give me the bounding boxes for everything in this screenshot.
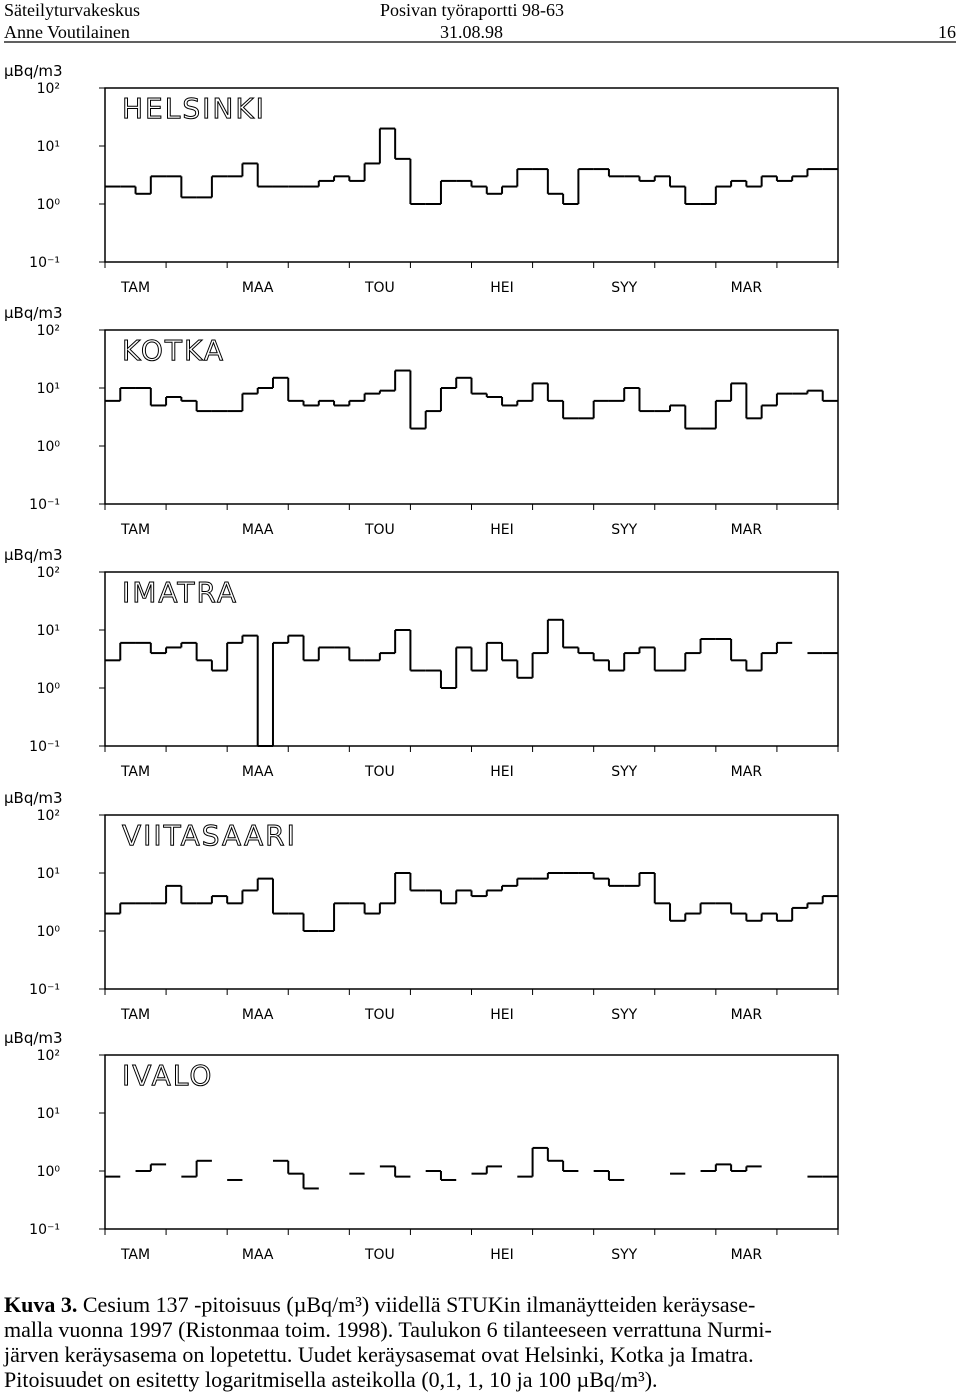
y-axis-label: µBq/m3 xyxy=(4,1029,63,1047)
chart-title: IVALO xyxy=(122,1059,213,1092)
x-tick-label: TAM xyxy=(120,280,150,296)
chart-title: HELSINKI xyxy=(122,92,266,125)
y-tick-label: 10⁰ xyxy=(37,1164,61,1180)
x-tick-label: HEI xyxy=(490,522,514,538)
y-tick-label: 10¹ xyxy=(37,381,60,397)
x-tick-label: TOU xyxy=(364,764,395,780)
chart-title: IMATRA xyxy=(122,576,238,609)
x-tick-label: MAR xyxy=(731,1247,763,1263)
x-tick-label: SYY xyxy=(611,764,637,780)
y-tick-label: 10⁰ xyxy=(37,924,61,940)
header-date: 31.08.98 xyxy=(440,22,503,42)
y-tick-label: 10⁻¹ xyxy=(29,1222,60,1238)
x-tick-label: MAA xyxy=(242,522,274,538)
chart-title: VIITASAARI xyxy=(122,819,297,852)
caption-label: Kuva 3. xyxy=(4,1292,77,1317)
x-tick-label: TOU xyxy=(364,1007,395,1023)
x-tick-label: TOU xyxy=(364,280,395,296)
x-tick-label: MAR xyxy=(731,280,763,296)
x-tick-label: MAA xyxy=(242,1007,274,1023)
caption-line: Kuva 3. Cesium 137 -pitoisuus (µBq/m³) v… xyxy=(4,1292,755,1317)
x-tick-label: MAA xyxy=(242,280,274,296)
x-tick-label: MAR xyxy=(731,522,763,538)
x-tick-label: MAA xyxy=(242,764,274,780)
y-tick-label: 10⁰ xyxy=(37,439,61,455)
y-tick-label: 10² xyxy=(37,323,60,339)
caption-line: Pitoisuudet on esitetty logaritmisella a… xyxy=(4,1367,658,1392)
x-tick-label: MAA xyxy=(242,1247,274,1263)
x-tick-label: HEI xyxy=(490,764,514,780)
y-tick-label: 10⁻¹ xyxy=(29,982,60,998)
x-tick-label: HEI xyxy=(490,280,514,296)
header-org: Säteilyturvakeskus xyxy=(4,0,140,20)
header-author: Anne Voutilainen xyxy=(4,22,130,42)
x-tick-label: TAM xyxy=(120,1007,150,1023)
y-axis-label: µBq/m3 xyxy=(4,546,63,564)
x-tick-label: SYY xyxy=(611,522,637,538)
y-tick-label: 10⁰ xyxy=(37,681,61,697)
plot-frame xyxy=(104,1054,839,1230)
x-tick-label: MAR xyxy=(731,764,763,780)
x-tick-label: SYY xyxy=(611,1247,637,1263)
x-tick-label: TAM xyxy=(120,764,150,780)
y-tick-label: 10² xyxy=(37,808,60,824)
y-tick-label: 10¹ xyxy=(37,1106,60,1122)
caption-line: malla vuonna 1997 (Ristonmaa toim. 1998)… xyxy=(4,1317,772,1342)
x-tick-label: TAM xyxy=(120,522,150,538)
x-tick-label: MAR xyxy=(731,1007,763,1023)
caption-text: Cesium 137 -pitoisuus (µBq/m³) viidellä … xyxy=(83,1292,755,1317)
y-tick-label: 10¹ xyxy=(37,623,60,639)
y-axis-label: µBq/m3 xyxy=(4,789,63,807)
chart-title: KOTKA xyxy=(122,334,225,367)
x-tick-label: HEI xyxy=(490,1007,514,1023)
y-tick-label: 10² xyxy=(37,565,60,581)
x-tick-label: SYY xyxy=(611,1007,637,1023)
y-tick-label: 10⁻¹ xyxy=(29,255,60,271)
x-tick-label: TOU xyxy=(364,1247,395,1263)
y-axis-label: µBq/m3 xyxy=(4,304,63,322)
y-tick-label: 10¹ xyxy=(37,139,60,155)
x-tick-label: HEI xyxy=(490,1247,514,1263)
x-tick-label: SYY xyxy=(611,280,637,296)
caption-line: järven keräysasema on lopetettu. Uudet k… xyxy=(3,1342,754,1367)
y-tick-label: 10² xyxy=(37,1048,60,1064)
x-tick-label: TOU xyxy=(364,522,395,538)
y-tick-label: 10⁻¹ xyxy=(29,497,60,513)
y-tick-label: 10⁻¹ xyxy=(29,739,60,755)
x-tick-label: TAM xyxy=(120,1247,150,1263)
header-report: Posivan työraportti 98-63 xyxy=(380,0,564,20)
y-axis-label: µBq/m3 xyxy=(4,62,63,80)
y-tick-label: 10⁰ xyxy=(37,197,61,213)
y-tick-label: 10² xyxy=(37,81,60,97)
y-tick-label: 10¹ xyxy=(37,866,60,882)
header-page: 16 xyxy=(938,22,956,42)
